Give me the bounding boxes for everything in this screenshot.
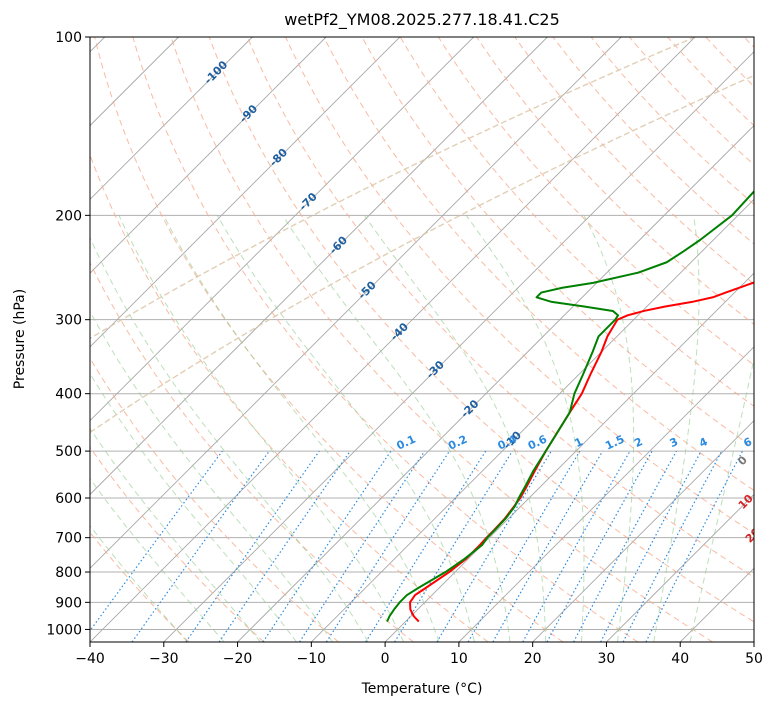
moist-adiabat-line — [163, 215, 440, 642]
moist-adiabat-line — [583, 215, 635, 642]
dry-adiabat-line — [170, 37, 713, 642]
mixing-ratio-line — [573, 450, 677, 642]
y-tick-label: 200 — [55, 208, 82, 224]
moist-adiabat-label: 20 — [743, 525, 763, 545]
plot-background — [90, 37, 754, 642]
moist-adiabat-line — [90, 310, 333, 642]
dry-adiabat-line — [94, 37, 564, 642]
moist-adiabat-line — [653, 215, 700, 642]
y-tick-label: 500 — [55, 444, 82, 460]
mixing-ratio-label: 8 — [765, 435, 775, 450]
dry-adiabat-line — [437, 37, 754, 366]
isotherm-line — [163, 51, 754, 642]
isotherm-line — [753, 641, 754, 642]
mixing-ratio-line — [645, 450, 744, 642]
mixing-ratio-line — [131, 450, 270, 642]
isotherm-line — [90, 37, 622, 569]
mixing-ratio-line — [262, 450, 392, 642]
x-tick-label: 0 — [381, 651, 390, 667]
moist-adiabat-line — [363, 215, 547, 642]
y-tick-label: 300 — [55, 313, 82, 329]
dry-adiabat-line — [90, 261, 414, 642]
x-tick-label: −40 — [75, 651, 105, 667]
dry-adiabat-line — [208, 37, 754, 623]
chart-title: wetPf2_YM08.2025.277.18.41.C25 — [284, 10, 560, 30]
moist-adiabat-line — [90, 372, 297, 642]
dry-adiabat-line — [285, 37, 754, 535]
plot-frame — [89, 36, 755, 643]
y-tick-label: 800 — [55, 565, 82, 581]
mixing-ratio-line — [299, 450, 426, 642]
isotherm-line — [532, 420, 754, 642]
dry-adiabat-line — [246, 37, 754, 578]
y-tick-label: 600 — [55, 491, 82, 507]
mixing-ratio-line — [394, 450, 513, 642]
x-tick-label: 50 — [745, 651, 763, 667]
x-tick-label: 30 — [598, 651, 616, 667]
moist-adiabat-label: 30 — [754, 555, 774, 575]
axis-layer: −40 −30 −20 −10 0 10 20 30 40 50 100 200 300 400 500 60… — [46, 30, 763, 667]
moist-adiabat-line — [90, 477, 225, 642]
isotherm-line — [90, 37, 696, 642]
moist-adiabat-line — [465, 215, 585, 642]
y-tick-label: 700 — [55, 531, 82, 547]
isotherm-line — [458, 346, 754, 642]
isotherm-line — [90, 37, 474, 422]
x-tick-label: 10 — [450, 651, 468, 667]
isotherm-line — [237, 124, 754, 642]
y-tick-label: 100 — [55, 30, 82, 46]
y-tick-label: 1000 — [46, 622, 82, 638]
isotherm-line — [90, 37, 548, 496]
mixing-ratio-line — [90, 450, 223, 632]
dry-adiabat-line — [514, 37, 754, 285]
x-tick-label: −30 — [149, 651, 179, 667]
dewpoint-profile-line — [386, 190, 754, 623]
dry-adiabat-line — [323, 37, 754, 492]
dry-adiabat-line — [476, 37, 754, 325]
moist-adiabat-line — [118, 215, 405, 642]
mixing-ratio-line — [185, 450, 320, 642]
dry-adiabat-line — [90, 357, 339, 642]
reference-curve — [90, 74, 754, 434]
moist-adiabat-line — [90, 427, 261, 642]
x-tick-label: −10 — [297, 651, 327, 667]
mixing-ratio-line — [325, 450, 450, 642]
isotherm-line — [90, 37, 401, 348]
moist-adiabat-line — [282, 215, 511, 642]
dry-adiabat-line — [132, 37, 639, 642]
x-tick-label: −20 — [223, 651, 253, 667]
plot-area: -100-90-80-70-60-50-40-30-20-100.1 0.2 0.4… — [90, 37, 775, 642]
moist-adiabat-line — [216, 215, 475, 642]
mixing-ratio-line — [546, 450, 653, 642]
mixing-ratio-line — [218, 450, 351, 642]
isotherm-line — [606, 493, 754, 642]
reference-curve — [90, 37, 696, 340]
moist-adiabat-line — [90, 236, 369, 642]
isotherm-line — [90, 37, 327, 274]
y-tick-label: 900 — [55, 595, 82, 611]
x-tick-label: 40 — [671, 651, 689, 667]
x-tick-label: 20 — [524, 651, 542, 667]
y-tick-label: 400 — [55, 387, 82, 403]
isotherm-line — [90, 37, 253, 200]
moist-adiabat-label: 40 — [770, 583, 775, 603]
dry-adiabat-line — [90, 446, 265, 642]
y-axis-title: Pressure (hPa) — [12, 289, 28, 389]
mixing-ratio-line — [522, 450, 631, 642]
x-axis-title: Temperature (°C) — [361, 681, 483, 697]
